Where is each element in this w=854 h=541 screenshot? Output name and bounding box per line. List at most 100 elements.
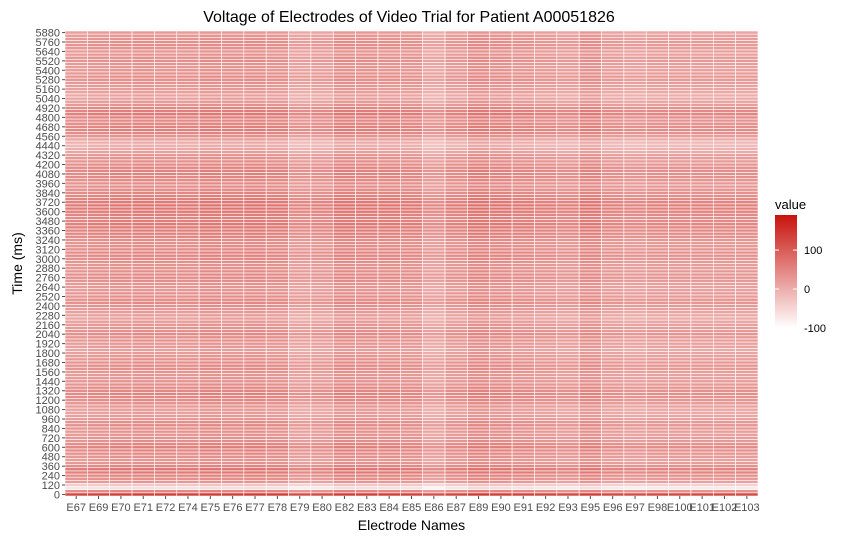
heatmap-cell [511,203,535,208]
heatmap-cell [690,282,714,286]
heatmap-cell [355,282,379,286]
heatmap-cell [511,209,535,214]
heatmap-cell [265,310,289,315]
heatmap-cell [668,489,692,494]
heatmap-cell [444,329,468,333]
heatmap-cell [131,357,155,362]
heatmap-cell [332,392,356,396]
heatmap-cell [64,146,88,151]
heatmap-cell [444,260,468,264]
heatmap-cell [690,326,714,330]
heatmap-cell [623,124,647,129]
heatmap-cell [332,420,356,425]
heatmap-cell [87,33,111,38]
heatmap-cell [198,87,222,91]
heatmap-cell [310,187,334,192]
heatmap-cell [332,178,356,183]
heatmap-cell [198,137,222,142]
heatmap-cell [221,162,245,167]
heatmap-cell [735,294,759,299]
heatmap-cell [109,366,133,371]
heatmap-cell [176,43,200,48]
heatmap-cell [690,332,714,337]
heatmap-cell [109,46,133,51]
heatmap-cell [467,473,491,478]
heatmap-cell [645,476,669,481]
heatmap-cell [578,288,602,293]
heatmap-cell [221,80,245,85]
heatmap-cell [176,445,200,450]
heatmap-cell [601,247,625,252]
heatmap-cell [534,401,558,406]
heatmap-cell [64,291,88,296]
heatmap-cell [400,410,423,415]
heatmap-cell [64,385,88,390]
heatmap-cell [668,263,692,267]
heatmap-cell [377,354,401,359]
heatmap-cell [310,316,334,321]
heatmap-cell [243,187,267,192]
heatmap-cell [690,388,714,393]
heatmap-cell [176,357,200,362]
heatmap-cell [601,363,625,368]
heatmap-cell [332,363,356,368]
heatmap-cell [176,454,200,459]
heatmap-cell [489,344,513,349]
heatmap-cell [489,300,513,305]
heatmap-cell [332,439,356,443]
heatmap-cell [332,118,356,123]
heatmap-cell [422,457,446,462]
heatmap-cell [377,473,401,478]
heatmap-cell [243,348,267,352]
heatmap-cell [221,473,245,478]
heatmap-cell [578,244,602,249]
heatmap-cell [623,140,647,145]
heatmap-cell [556,150,580,154]
heatmap-cell [556,376,580,381]
heatmap-cell [400,366,423,371]
heatmap-cell [265,454,289,459]
heatmap-cell [578,121,602,126]
heatmap-cell [690,404,714,409]
heatmap-cell [87,436,111,440]
heatmap-cell [131,376,155,381]
heatmap-cell [735,247,759,252]
heatmap-cell [489,178,513,183]
heatmap-cell [131,285,155,289]
heatmap-cell [444,307,468,311]
heatmap-cell [131,140,155,145]
heatmap-cell [534,146,558,151]
heatmap-cell [735,168,759,173]
heatmap-cell [87,206,111,211]
heatmap-cell [332,451,356,456]
heatmap-cell [444,30,468,35]
heatmap-cell [265,33,289,38]
heatmap-cell [489,288,513,293]
heatmap-cell [243,30,267,35]
heatmap-cell [489,68,513,73]
heatmap-cell [422,467,446,472]
heatmap-cell [444,385,468,390]
heatmap-cell [601,414,625,418]
heatmap-cell [355,46,379,51]
heatmap-cell [712,313,736,318]
heatmap-cell [332,140,356,145]
heatmap-cell [712,153,736,157]
heatmap-cell [176,172,200,176]
heatmap-cell [131,77,155,82]
heatmap-cell [556,489,580,494]
heatmap-cell [355,410,379,415]
heatmap-cell [332,401,356,406]
heatmap-cell [265,442,289,447]
heatmap-cell [712,395,736,399]
heatmap-cell [444,228,468,233]
heatmap-cell [601,137,625,142]
heatmap-cell [243,398,267,403]
heatmap-cell [243,121,267,126]
heatmap-cell [310,370,334,374]
heatmap-cell [109,373,133,377]
heatmap-cell [489,454,513,459]
heatmap-cell [534,43,558,48]
heatmap-cell [444,370,468,374]
heatmap-cell [556,329,580,333]
